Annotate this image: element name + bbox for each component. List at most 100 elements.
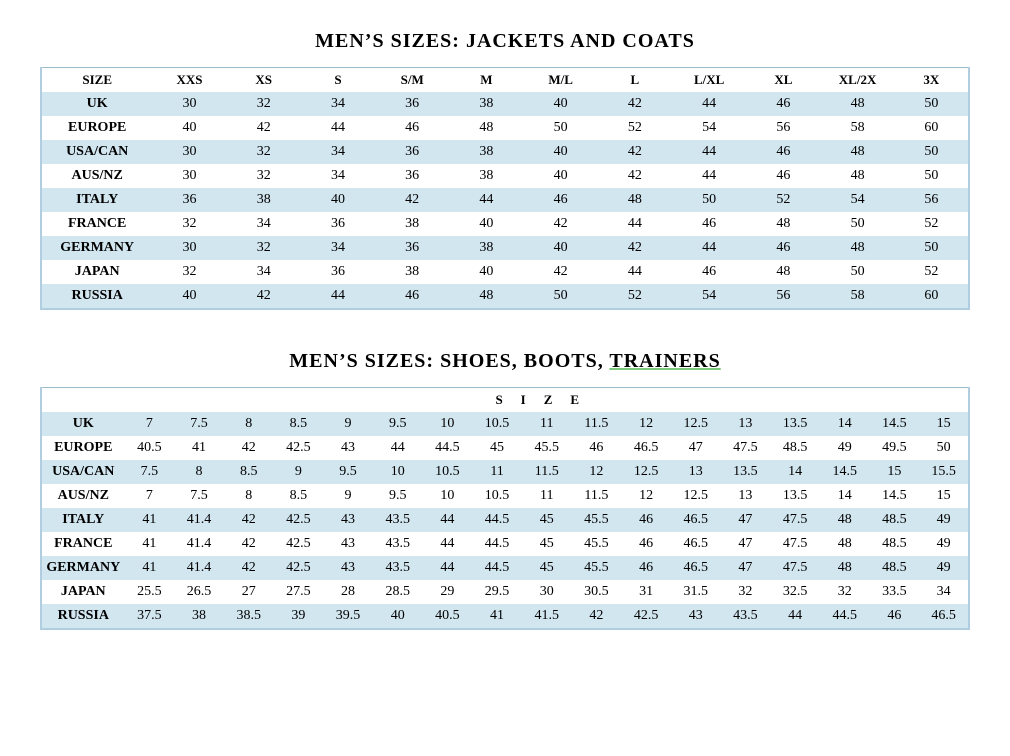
cell: 50 — [919, 436, 969, 460]
cell: 44 — [301, 284, 375, 309]
row-label: JAPAN — [41, 580, 125, 604]
cell: 44 — [672, 236, 746, 260]
cell: 43.5 — [373, 532, 423, 556]
row-label: AUS/NZ — [41, 484, 125, 508]
cell: 11.5 — [572, 412, 622, 436]
table-row: UK3032343638404244464850 — [41, 92, 969, 116]
cell: 44 — [598, 260, 672, 284]
cell: 13 — [671, 460, 721, 484]
cell: 9 — [323, 412, 373, 436]
cell: 44.5 — [423, 436, 473, 460]
cell: 43.5 — [373, 556, 423, 580]
cell: 32 — [152, 212, 226, 236]
column-header: 3X — [895, 68, 969, 93]
cell: 40 — [301, 188, 375, 212]
cell: 44 — [770, 604, 820, 629]
cell: 14.5 — [820, 460, 870, 484]
cell: 48 — [820, 508, 870, 532]
cell: 46.5 — [621, 436, 671, 460]
cell: 38 — [449, 236, 523, 260]
column-header: XS — [227, 68, 301, 93]
cell: 37.5 — [125, 604, 175, 629]
column-header: XXS — [152, 68, 226, 93]
cell: 46 — [746, 236, 820, 260]
size-table: SIZEXXSXSSS/MMM/LLL/XLXLXL/2X3XUK3032343… — [40, 67, 970, 310]
cell: 46.5 — [671, 508, 721, 532]
table-row: JAPAN3234363840424446485052 — [41, 260, 969, 284]
table-row: UK77.588.599.51010.51111.51212.51313.514… — [41, 412, 969, 436]
cell: 50 — [820, 260, 894, 284]
cell: 13.5 — [721, 460, 771, 484]
cell: 32 — [227, 92, 301, 116]
cell: 52 — [598, 116, 672, 140]
cell: 10 — [423, 412, 473, 436]
cell: 45.5 — [522, 436, 572, 460]
cell: 26.5 — [174, 580, 224, 604]
row-label: JAPAN — [41, 260, 152, 284]
cell: 28 — [323, 580, 373, 604]
cell: 14 — [820, 412, 870, 436]
cell: 11 — [472, 460, 522, 484]
cell: 40 — [449, 260, 523, 284]
cell: 9.5 — [373, 412, 423, 436]
cell: 50 — [524, 116, 598, 140]
table-row: GERMANY4141.44242.54343.54444.54545.5464… — [41, 556, 969, 580]
cell: 52 — [895, 212, 969, 236]
cell: 30 — [152, 236, 226, 260]
cell: 42 — [524, 260, 598, 284]
cell: 9.5 — [373, 484, 423, 508]
column-header: L — [598, 68, 672, 93]
cell: 41.4 — [174, 532, 224, 556]
cell: 41 — [125, 508, 175, 532]
row-label: ITALY — [41, 508, 125, 532]
cell: 30 — [522, 580, 572, 604]
cell: 44.5 — [472, 556, 522, 580]
cell: 56 — [746, 284, 820, 309]
cell: 10.5 — [472, 484, 522, 508]
cell: 40.5 — [125, 436, 175, 460]
cell: 48 — [820, 556, 870, 580]
cell: 45 — [522, 532, 572, 556]
cell: 12 — [621, 484, 671, 508]
cell: 42 — [598, 236, 672, 260]
cell: 31 — [621, 580, 671, 604]
cell: 15 — [870, 460, 920, 484]
cell: 11 — [522, 412, 572, 436]
cell: 44 — [373, 436, 423, 460]
cell: 46.5 — [671, 532, 721, 556]
cell: 42 — [524, 212, 598, 236]
cell: 54 — [672, 284, 746, 309]
cell: 44 — [672, 140, 746, 164]
table-header-row: SIZEXXSXSSS/MMM/LLL/XLXLXL/2X3X — [41, 68, 969, 93]
cell: 50 — [895, 236, 969, 260]
cell: 15 — [919, 484, 969, 508]
underlined-word: TRAINERS — [609, 350, 720, 372]
row-label: GERMANY — [41, 556, 125, 580]
cell: 47 — [671, 436, 721, 460]
cell: 39 — [274, 604, 324, 629]
cell: 42 — [598, 164, 672, 188]
table-row: RUSSIA37.53838.53939.54040.54141.54242.5… — [41, 604, 969, 629]
column-header: S/M — [375, 68, 449, 93]
cell: 40 — [373, 604, 423, 629]
cell: 44.5 — [472, 532, 522, 556]
cell: 28.5 — [373, 580, 423, 604]
cell: 7.5 — [174, 484, 224, 508]
cell: 46 — [672, 260, 746, 284]
cell: 40 — [449, 212, 523, 236]
row-label: ITALY — [41, 188, 152, 212]
cell: 11 — [522, 484, 572, 508]
cell: 8.5 — [274, 412, 324, 436]
cell: 48 — [820, 532, 870, 556]
cell: 8.5 — [274, 484, 324, 508]
size-table: SIZEUK77.588.599.51010.51111.51212.51313… — [40, 387, 970, 630]
cell: 8.5 — [224, 460, 274, 484]
cell: 14 — [820, 484, 870, 508]
cell: 46 — [375, 284, 449, 309]
cell: 42 — [572, 604, 622, 629]
cell: 10.5 — [472, 412, 522, 436]
cell: 38 — [375, 212, 449, 236]
cell: 40 — [524, 92, 598, 116]
cell: 47.5 — [770, 556, 820, 580]
column-header: M — [449, 68, 523, 93]
